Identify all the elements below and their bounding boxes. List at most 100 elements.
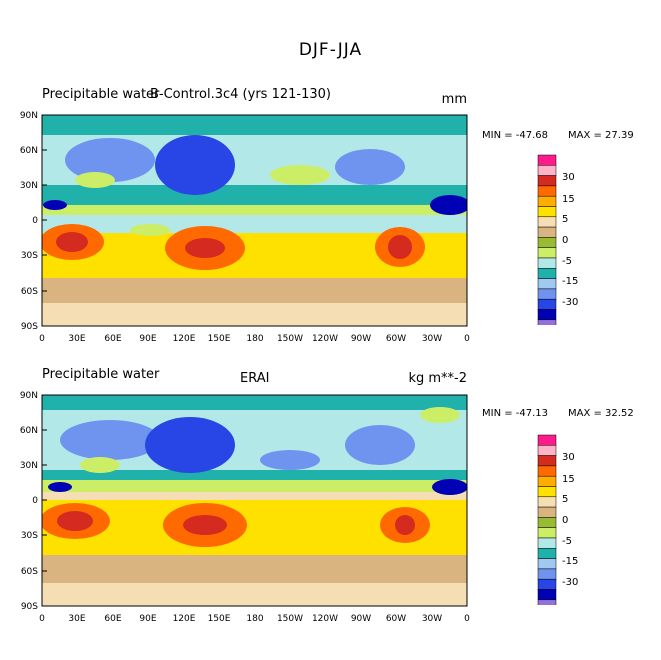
colorbar-2-swatch xyxy=(537,599,557,605)
colorbar-2-label: -30 xyxy=(562,577,578,588)
panel-2-x-ticks: 0 30E 60E 90E 120E 150E 180 150W 120W 90… xyxy=(39,614,470,624)
panel-2-xtick: 150E xyxy=(208,614,231,624)
colorbar-2-swatch xyxy=(537,558,557,570)
panel-1-ytick-90s: 90S xyxy=(21,322,38,332)
colorbar-2-swatch xyxy=(537,506,557,518)
colorbar-2-swatch xyxy=(537,486,557,498)
figure-title: DJF-JJA xyxy=(298,40,363,60)
panel-1-min: MIN = -47.68 xyxy=(482,130,549,141)
colorbar-1-swatch xyxy=(537,175,557,187)
colorbar-1-label: 0 xyxy=(562,235,568,246)
panel-1-xtick: 150W xyxy=(277,334,303,344)
panel-2-left-title: Precipitable water xyxy=(42,367,160,382)
panel-1-xtick: 120E xyxy=(173,334,196,344)
panel-2-xtick: 30W xyxy=(422,614,442,624)
colorbar-2-swatch xyxy=(537,568,557,580)
panel-2-xtick: 120E xyxy=(173,614,196,624)
colorbar-2: 30 15 5 0 -5 -15 -30 xyxy=(537,434,578,605)
panel-2-field xyxy=(42,395,467,606)
colorbar-1-swatch xyxy=(537,237,557,248)
panel-1-ytick-60n: 60N xyxy=(20,146,38,156)
colorbar-2-swatch xyxy=(537,455,557,467)
panel-1-ytick-30s: 30S xyxy=(21,251,38,261)
panel-1-xtick: 30E xyxy=(68,334,85,344)
colorbar-2-label: -5 xyxy=(562,536,572,547)
panel-2-ytick-90s: 90S xyxy=(21,602,38,612)
panel-2-units: kg m**-2 xyxy=(408,371,467,386)
panel-1-ytick-90n: 90N xyxy=(20,111,38,121)
colorbar-2-swatch xyxy=(537,465,557,477)
panel-2-xtick: 120W xyxy=(312,614,338,624)
panel-1-left-title: Precipitable water xyxy=(42,87,160,102)
colorbar-1: 30 15 5 0 -5 -15 -30 xyxy=(537,154,578,325)
panel-2-xtick: 0 xyxy=(39,614,45,624)
colorbar-2-swatch xyxy=(537,475,557,487)
colorbar-1-swatch xyxy=(537,247,557,259)
colorbar-2-swatch xyxy=(537,496,557,508)
colorbar-1-label: 30 xyxy=(562,172,575,183)
panel-2-ytick-0: 0 xyxy=(32,496,38,506)
colorbar-1-swatch xyxy=(537,298,557,310)
colorbar-1-swatch xyxy=(537,154,557,166)
colorbar-2-swatch xyxy=(537,434,557,446)
panel-2-y-ticks: 90N 60N 30N 0 30S 60S 90S xyxy=(20,391,47,612)
panel-2-ytick-60n: 60N xyxy=(20,426,38,436)
colorbar-1-swatch xyxy=(537,257,557,269)
panel-1-y-ticks: 90N 60N 30N 0 30S 60S 90S xyxy=(20,111,47,332)
colorbar-2-swatch xyxy=(537,548,557,559)
colorbar-2-label: 5 xyxy=(562,494,568,505)
panel-1-map: 90N 60N 30N 0 30S 60S 90S 0 30E 60E 90E … xyxy=(20,111,470,344)
panel-2-xtick: 180 xyxy=(246,614,263,624)
panel-2-max: MAX = 32.52 xyxy=(568,408,634,419)
colorbar-1-swatch xyxy=(537,206,557,218)
panel-1-xtick: 0 xyxy=(464,334,470,344)
colorbar-1-swatch xyxy=(537,165,557,176)
panel-2-min: MIN = -47.13 xyxy=(482,408,549,419)
colorbar-1-swatch xyxy=(537,226,557,238)
colorbar-1-label: -15 xyxy=(562,276,578,287)
panel-2-ytick-30n: 30N xyxy=(20,461,38,471)
panel-1-ytick-60s: 60S xyxy=(21,287,38,297)
panel-1-xtick: 150E xyxy=(208,334,231,344)
colorbar-1-swatch xyxy=(537,288,557,300)
panel-2-ytick-90n: 90N xyxy=(20,391,38,401)
panel-2-center-title: ERAI xyxy=(240,371,270,386)
colorbar-1-label: 15 xyxy=(562,194,575,205)
colorbar-1-label: -30 xyxy=(562,297,578,308)
colorbar-2-swatch xyxy=(537,537,557,549)
colorbar-1-labels: 30 15 5 0 -5 -15 -30 xyxy=(562,172,578,308)
panel-2-xtick: 0 xyxy=(464,614,470,624)
panel-1-xtick: 180 xyxy=(246,334,263,344)
panel-2-xtick: 30E xyxy=(68,614,85,624)
panel-1-center-title: B-Control.3c4 (yrs 121-130) xyxy=(150,87,331,102)
colorbar-2-swatch xyxy=(537,578,557,590)
panel-1-xtick: 90E xyxy=(139,334,156,344)
colorbar-2-swatch xyxy=(537,517,557,528)
panel-2-xtick: 90E xyxy=(139,614,156,624)
panel-2-xtick: 90W xyxy=(351,614,371,624)
colorbar-2-swatches xyxy=(537,434,557,605)
colorbar-1-swatch xyxy=(537,185,557,197)
colorbar-2-label: -15 xyxy=(562,556,578,567)
colorbar-1-label: -5 xyxy=(562,256,572,267)
colorbar-1-swatch xyxy=(537,309,557,321)
panel-1-xtick: 90W xyxy=(351,334,371,344)
panel-2-xtick: 150W xyxy=(277,614,303,624)
colorbar-1-swatch xyxy=(537,268,557,279)
panel-2-xtick: 60E xyxy=(104,614,121,624)
panel-1-xtick: 30W xyxy=(422,334,442,344)
colorbar-2-labels: 30 15 5 0 -5 -15 -30 xyxy=(562,452,578,588)
panel-1-xtick: 120W xyxy=(312,334,338,344)
panel-1-max: MAX = 27.39 xyxy=(568,130,634,141)
colorbar-1-label: 5 xyxy=(562,214,568,225)
colorbar-2-swatch xyxy=(537,445,557,456)
panel-1-field xyxy=(42,115,467,326)
panel-2-ytick-30s: 30S xyxy=(21,531,38,541)
colorbar-2-label: 0 xyxy=(562,515,568,526)
colorbar-2-swatch xyxy=(537,589,557,601)
panel-2-map: 90N 60N 30N 0 30S 60S 90S 0 30E 60E 90E … xyxy=(20,391,470,624)
panel-1-units: mm xyxy=(441,92,467,107)
colorbar-2-label: 30 xyxy=(562,452,575,463)
colorbar-1-swatch xyxy=(537,319,557,325)
panel-1-x-ticks: 0 30E 60E 90E 120E 150E 180 150W 120W 90… xyxy=(39,334,470,344)
